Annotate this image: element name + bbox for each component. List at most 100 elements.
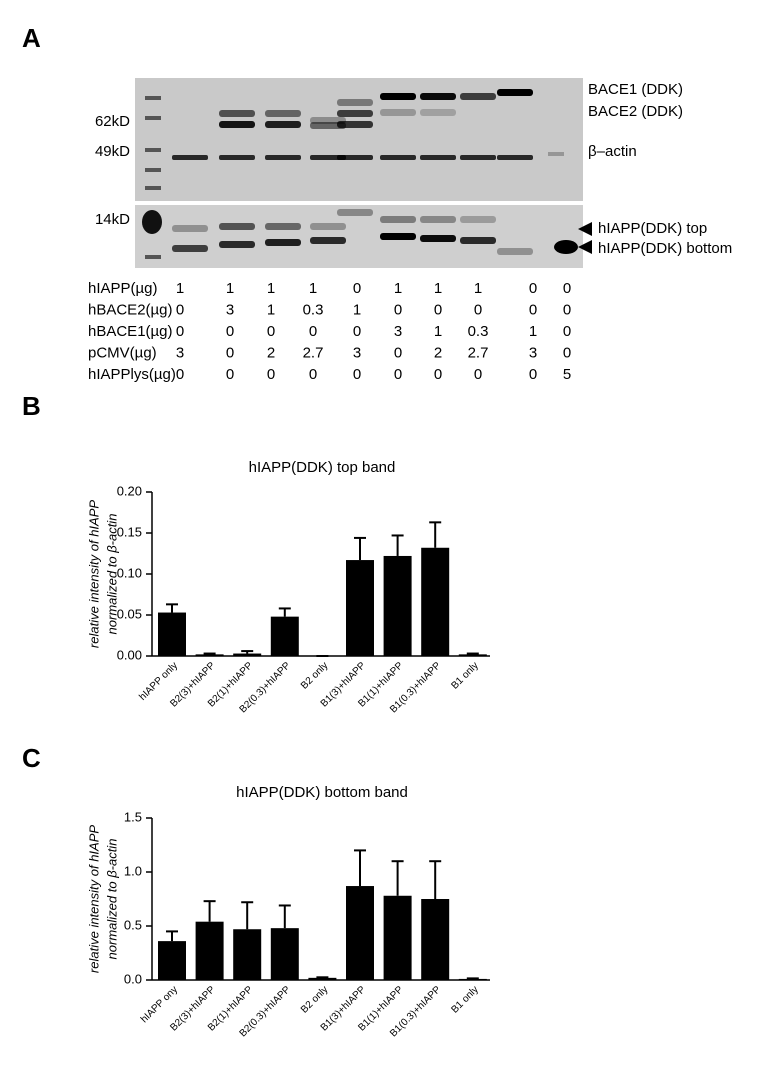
y-tick-label: 0.0	[124, 971, 142, 986]
bar	[270, 616, 299, 656]
cell: 0	[176, 301, 184, 318]
cell: 0	[226, 344, 234, 361]
row-label: hIAPP(µg)	[88, 280, 158, 297]
bar	[158, 941, 186, 980]
x-tick-label: B1 only	[449, 984, 480, 1015]
cell: 5	[563, 366, 571, 383]
blot-band	[554, 240, 578, 254]
cell: 0.3	[303, 301, 324, 318]
bar	[270, 928, 299, 980]
y-tick-label: 0.00	[117, 647, 142, 662]
ladder-band	[145, 186, 161, 190]
cell: 2.7	[303, 344, 324, 361]
cell: 0	[309, 366, 317, 383]
cell: 0	[226, 323, 234, 340]
band-label: BACE1 (DDK)	[588, 81, 683, 98]
cell: 2	[267, 344, 275, 361]
cell: 1	[434, 323, 442, 340]
bar	[383, 895, 412, 980]
y-axis-label: relative intensity of hIAPP	[86, 500, 101, 648]
cell: 0	[563, 301, 571, 318]
row-label: hIAPPlys(µg)	[88, 366, 176, 383]
marker-label: 14kD	[95, 211, 130, 228]
arrow	[578, 240, 592, 254]
cell: 0	[394, 344, 402, 361]
blot-band	[380, 155, 416, 160]
blot-band	[337, 209, 373, 216]
cell: 2.7	[468, 344, 489, 361]
bar	[233, 653, 262, 656]
row-label: pCMV(µg)	[88, 344, 157, 361]
cell: 0	[394, 366, 402, 383]
cell: 0	[474, 366, 482, 383]
blot-band	[219, 121, 255, 128]
bar	[458, 978, 487, 980]
ladder-band	[145, 148, 161, 152]
y-tick-label: 0.5	[124, 917, 142, 932]
cell: 3	[394, 323, 402, 340]
band-label: BACE2 (DDK)	[588, 103, 683, 120]
cell: 1	[309, 280, 317, 297]
bar	[421, 899, 450, 980]
blot-band	[310, 155, 346, 160]
y-tick-label: 0.10	[117, 565, 142, 580]
blot-band	[337, 121, 373, 128]
blot-band	[460, 216, 496, 223]
blot-band	[265, 223, 301, 230]
band-label: β–actin	[588, 143, 637, 160]
panel-letter: C	[22, 743, 41, 773]
cell: 3	[226, 301, 234, 318]
blot-band	[310, 122, 346, 129]
blot-band	[172, 155, 208, 160]
blot-band	[460, 155, 496, 160]
blot-band	[310, 237, 346, 244]
blot-bottom	[135, 205, 583, 268]
blot-band	[219, 155, 255, 160]
blot-band	[420, 109, 456, 116]
cell: 0	[529, 280, 537, 297]
cell: 1	[353, 301, 361, 318]
cell: 3	[353, 344, 361, 361]
cell: 0	[267, 366, 275, 383]
row-label: hBACE1(µg)	[88, 323, 173, 340]
cell: 0	[474, 301, 482, 318]
blot-band	[219, 110, 255, 117]
x-tick-label: B2 only	[299, 984, 330, 1015]
bar	[458, 654, 487, 656]
bar	[421, 547, 450, 656]
blot-band	[265, 155, 301, 160]
blot-band	[380, 109, 416, 116]
chart-title: hIAPP(DDK) top band	[249, 459, 396, 476]
cell: 0	[434, 301, 442, 318]
cell: 3	[529, 344, 537, 361]
blot-band	[420, 155, 456, 160]
cell: 0	[267, 323, 275, 340]
x-tick-label: B2 only	[299, 660, 330, 691]
blot-top	[135, 78, 583, 201]
blot-band	[380, 93, 416, 100]
cell: 0	[176, 366, 184, 383]
blot-band	[219, 241, 255, 248]
cell: 0	[353, 280, 361, 297]
y-axis-label: relative intensity of hIAPP	[86, 825, 101, 973]
cell: 2	[434, 344, 442, 361]
cell: 0	[353, 366, 361, 383]
bar	[158, 612, 186, 656]
band-label: hIAPP(DDK) top	[598, 220, 707, 237]
bar	[308, 977, 337, 980]
ladder-band	[145, 116, 161, 120]
chart-title: hIAPP(DDK) bottom band	[236, 784, 408, 801]
bar	[233, 929, 262, 980]
arrow	[578, 222, 592, 236]
row-label: hBACE2(µg)	[88, 301, 173, 318]
blot-band	[265, 121, 301, 128]
blot-band	[420, 235, 456, 242]
ladder-band	[145, 168, 161, 172]
cell: 0	[563, 280, 571, 297]
cell: 1	[226, 280, 234, 297]
blot-band	[548, 152, 564, 156]
cell: 0	[353, 323, 361, 340]
blot-band	[380, 216, 416, 223]
blot-band	[420, 93, 456, 100]
